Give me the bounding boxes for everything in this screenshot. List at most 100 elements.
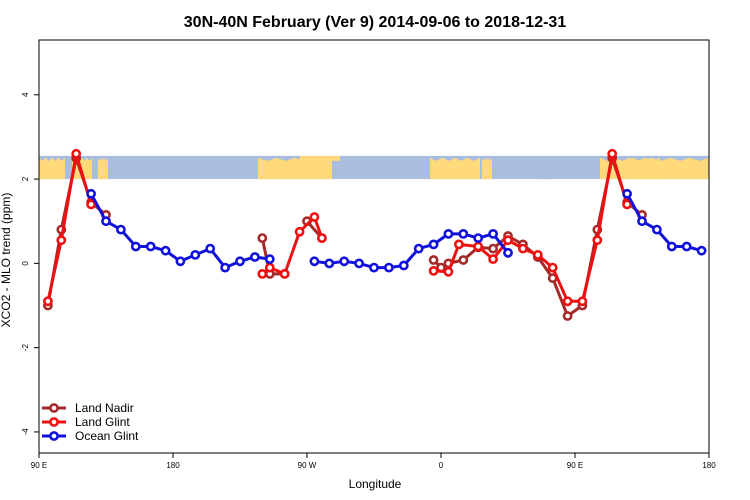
y-tick-label-0: -4 [21, 428, 30, 436]
legend-marker-ocean-glint [49, 431, 59, 441]
land-nadir-point-3-0 [428, 255, 439, 265]
ocean-glint-point-2-1 [637, 216, 647, 227]
land-nadir-point-3-3 [458, 255, 469, 265]
ocean-glint-point-2-2 [652, 224, 662, 235]
land-glint-point-2-7 [532, 249, 543, 260]
land-glint-point-2-9 [562, 296, 573, 307]
y-axis: -4 -2 0 2 4 [21, 92, 39, 435]
land-glint-point-1-3 [294, 226, 305, 237]
ocean-glint-point-0-7 [190, 249, 201, 260]
chart-title: 30N-40N February (Ver 9) 2014-09-06 to 2… [184, 14, 567, 31]
ocean-glint-point-0-12 [264, 254, 275, 264]
land-glint-point-2-2 [453, 239, 464, 250]
x-tick-label-3: 0 [439, 461, 444, 470]
ocean-glint-point-0-5 [160, 245, 171, 256]
ocean-glint-point-2-0 [622, 188, 632, 199]
land-glint-point-2-12 [607, 148, 618, 159]
land-glint-point-0-0 [43, 296, 53, 307]
ocean-glint-point-0-2 [116, 224, 126, 235]
legend-label-land-nadir: Land Nadir [75, 401, 134, 415]
y-tick-label-1: -2 [21, 344, 30, 352]
map-land-2 [98, 157, 108, 180]
land-glint-point-0-2 [71, 148, 82, 159]
map-land-4 [430, 157, 480, 180]
ocean-glint-point-0-4 [145, 241, 156, 252]
x-tick-label-5: 180 [702, 461, 716, 470]
y-tick-label-4: 4 [21, 92, 30, 97]
map-land-north [300, 155, 340, 161]
map-land-5 [482, 157, 492, 180]
land-nadir-point-3-10 [562, 311, 573, 321]
land-glint-point-2-1 [443, 266, 454, 277]
land-glint-point-2-5 [503, 235, 513, 246]
land-glint-point-1-1 [264, 262, 275, 273]
series-layer [43, 148, 707, 321]
land-glint-point-2-11 [592, 235, 603, 246]
legend-label-land-glint: Land Glint [75, 415, 130, 429]
ocean-glint-point-1-2 [339, 256, 350, 267]
land-glint-point-1-4 [309, 212, 320, 222]
land-glint-point-1-0 [257, 268, 268, 279]
ocean-glint-point-1-13 [503, 247, 513, 258]
legend-label-ocean-glint: Ocean Glint [75, 429, 139, 443]
land-glint-point-1-5 [316, 233, 327, 243]
x-tick-label-0: 90 E [31, 461, 47, 470]
map-land-7 [632, 157, 709, 180]
map-ocean [39, 155, 709, 180]
map-land-0 [39, 157, 65, 180]
ocean-glint-point-2-4 [681, 241, 692, 252]
legend-marker-land-nadir [49, 403, 59, 413]
land-glint-point-2-0 [428, 265, 439, 276]
x-tick-label-4: 90 E [567, 461, 583, 470]
land-glint-point-2-13 [622, 199, 632, 210]
land-glint-point-1-2 [279, 268, 290, 279]
land-glint-line-0 [46, 152, 93, 302]
map-ocean-bay [540, 175, 552, 180]
x-axis: 90 E 180 90 W 0 90 E 180 [31, 453, 716, 470]
ocean-glint-point-2-5 [696, 245, 707, 256]
ocean-glint-point-0-0 [86, 188, 96, 199]
ocean-glint-point-1-3 [354, 258, 364, 269]
ocean-glint-point-1-10 [458, 228, 469, 239]
ocean-glint-point-1-4 [369, 262, 379, 273]
ocean-glint-point-0-3 [130, 241, 141, 252]
ocean-glint-point-0-6 [175, 256, 186, 267]
land-glint-point-2-8 [547, 262, 558, 273]
world-map-band [39, 155, 709, 180]
ocean-glint-point-0-8 [205, 243, 216, 254]
x-tick-label-1: 180 [166, 461, 180, 470]
ocean-glint-point-1-0 [309, 256, 320, 267]
y-axis-label: XCO2 - MLO trend (ppm) [0, 193, 13, 328]
land-glint-point-0-3 [86, 199, 96, 210]
map-land-3 [258, 157, 332, 180]
x-axis-label: Longitude [349, 477, 402, 491]
ocean-glint-point-1-9 [443, 228, 454, 239]
ocean-glint-point-1-5 [383, 262, 394, 273]
y-tick-label-2: 0 [21, 261, 30, 266]
ocean-glint-point-0-10 [235, 256, 245, 267]
land-nadir-line-0 [46, 156, 107, 306]
land-nadir-point-3-5 [488, 243, 498, 254]
ocean-glint-point-1-12 [488, 228, 498, 239]
plot-frame [38, 39, 710, 454]
ocean-glint-point-0-11 [249, 252, 260, 262]
ocean-glint-point-1-6 [398, 260, 409, 271]
ocean-glint-point-0-9 [220, 262, 230, 273]
ocean-glint-point-1-8 [428, 239, 439, 250]
ocean-glint-point-1-7 [413, 243, 424, 254]
y-tick-label-3: 2 [21, 176, 30, 181]
land-glint-point-2-10 [577, 296, 588, 307]
ocean-glint-point-1-1 [324, 258, 335, 269]
land-nadir-point-1-0 [257, 233, 268, 243]
land-glint-point-2-6 [518, 243, 528, 254]
land-glint-point-2-4 [488, 254, 498, 264]
land-glint-point-2-3 [473, 241, 484, 252]
legend-marker-land-glint [49, 417, 59, 427]
land-glint-point-0-1 [56, 235, 67, 246]
ocean-glint-point-2-3 [666, 241, 677, 252]
ocean-glint-point-1-11 [473, 233, 484, 243]
x-tick-label-2: 90 W [298, 461, 317, 470]
ocean-glint-point-0-1 [101, 216, 111, 227]
